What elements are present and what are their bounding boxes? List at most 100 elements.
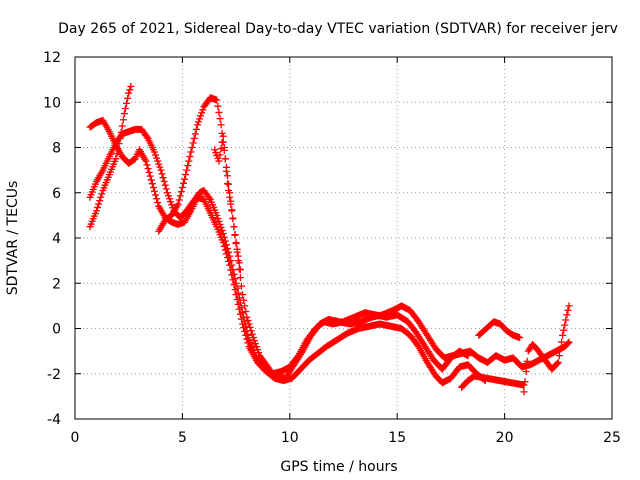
data-point	[156, 163, 164, 171]
y-axis-label: SDTVAR / TECUs	[5, 181, 21, 296]
x-tick-label: 5	[178, 430, 187, 446]
data-point	[113, 150, 121, 158]
data-point	[555, 352, 563, 360]
grid-lines	[75, 57, 612, 419]
series-track-5	[211, 132, 244, 274]
data-point	[157, 166, 165, 174]
data-point	[216, 151, 224, 159]
series-track-4	[155, 94, 472, 378]
y-tick-label: -4	[47, 412, 61, 428]
data-point	[215, 108, 223, 116]
data-point	[154, 199, 162, 207]
data-point	[192, 125, 200, 133]
data-point	[217, 145, 225, 153]
data-point	[185, 157, 193, 165]
data-point	[254, 346, 262, 354]
data-point	[146, 172, 154, 180]
data-point	[94, 203, 102, 211]
data-point	[196, 115, 204, 123]
series-track-2	[86, 116, 489, 387]
data-point	[143, 161, 151, 169]
y-tick-label: 8	[52, 141, 61, 157]
data-point	[158, 170, 166, 178]
data-point	[162, 185, 170, 193]
y-tick-label: -2	[47, 367, 61, 383]
data-point	[92, 207, 100, 215]
data-point	[234, 300, 242, 308]
data-point	[228, 207, 236, 215]
data-point	[240, 296, 248, 304]
data-point	[565, 302, 573, 310]
data-point	[559, 331, 567, 339]
data-point	[250, 337, 258, 345]
series-track-6	[475, 318, 524, 342]
data-point	[248, 330, 256, 338]
data-point	[179, 179, 187, 187]
data-point	[243, 335, 251, 343]
data-point	[219, 132, 227, 140]
data-point	[220, 144, 228, 151]
data-point	[161, 181, 169, 189]
x-tick-label: 10	[281, 430, 299, 446]
data-point	[220, 242, 228, 250]
data-point	[232, 291, 240, 299]
data-point	[125, 89, 133, 97]
data-point	[219, 239, 227, 247]
data-point	[190, 134, 198, 142]
x-tick-labels: 0 5 10 15 20 25	[71, 430, 621, 446]
data-point	[240, 324, 248, 332]
data-point	[236, 266, 244, 274]
data-point	[188, 144, 196, 151]
data-point	[562, 316, 570, 324]
data-point	[115, 140, 123, 148]
data-point	[123, 99, 131, 107]
data-point	[237, 315, 245, 323]
data-point	[163, 189, 171, 197]
data-point	[235, 305, 243, 313]
data-point	[116, 134, 124, 142]
data-point	[96, 197, 104, 205]
data-point	[213, 96, 221, 104]
data-point	[181, 175, 189, 183]
data-point	[520, 388, 528, 396]
x-tick-label: 15	[388, 430, 406, 446]
data-point	[148, 180, 156, 188]
data-point	[244, 339, 252, 347]
data-point	[98, 190, 106, 198]
data-point	[168, 201, 176, 209]
data-point	[564, 306, 572, 314]
x-tick-label: 20	[496, 430, 514, 446]
data-point	[178, 183, 186, 191]
data-point	[142, 157, 150, 165]
data-point	[150, 187, 158, 195]
data-point	[255, 349, 263, 357]
data-point	[222, 167, 230, 175]
data-point	[224, 180, 232, 188]
data-point	[154, 157, 162, 165]
data-point	[241, 302, 249, 310]
data-point	[231, 231, 239, 239]
data-point	[247, 327, 255, 335]
data-point	[152, 191, 160, 199]
data-point	[243, 313, 251, 321]
data-point	[119, 116, 127, 124]
data-point	[198, 109, 206, 117]
data-point	[239, 320, 247, 328]
data-point	[244, 317, 252, 325]
data-point	[144, 165, 152, 173]
data-point	[182, 171, 190, 179]
data-point	[561, 321, 569, 329]
data-point	[167, 198, 175, 206]
data-point	[183, 166, 191, 174]
data-point	[124, 94, 132, 102]
data-point	[233, 245, 241, 253]
data-point	[187, 148, 195, 156]
data-point	[149, 183, 157, 191]
data-point	[112, 155, 120, 163]
data-point	[229, 215, 237, 223]
data-point	[118, 122, 126, 130]
data-point	[242, 308, 250, 316]
data-point	[237, 282, 245, 290]
data-point	[564, 339, 572, 347]
